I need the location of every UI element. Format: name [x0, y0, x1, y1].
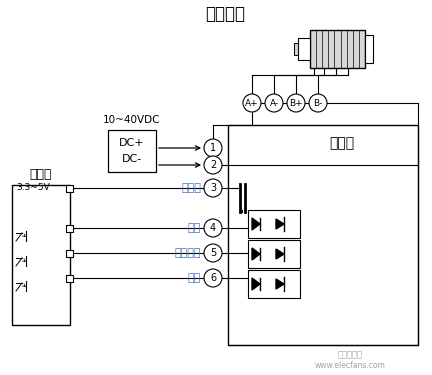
Bar [66, 184, 73, 192]
Polygon shape [276, 279, 284, 289]
Circle shape [204, 139, 222, 157]
Text: www.elecfans.com: www.elecfans.com [314, 362, 385, 370]
Circle shape [204, 156, 222, 174]
Circle shape [204, 244, 222, 262]
Text: DC+: DC+ [119, 138, 145, 148]
Bar [108, 130, 156, 172]
Text: 3: 3 [210, 183, 216, 193]
Text: B-: B- [313, 99, 323, 108]
Bar [12, 185, 70, 325]
Text: 4: 4 [210, 223, 216, 233]
Text: B+: B+ [289, 99, 303, 108]
Polygon shape [276, 219, 284, 229]
Bar [66, 249, 73, 256]
Polygon shape [252, 278, 260, 290]
Text: 方向: 方向 [188, 223, 201, 233]
Polygon shape [276, 249, 284, 259]
Text: DC-: DC- [122, 154, 142, 164]
Text: 10~40VDC: 10~40VDC [103, 115, 161, 125]
Bar [310, 30, 365, 68]
Circle shape [265, 94, 283, 112]
Text: 驱动器: 驱动器 [330, 136, 355, 150]
Bar [365, 35, 373, 63]
Circle shape [204, 219, 222, 237]
Text: 6: 6 [210, 273, 216, 283]
Bar [248, 270, 300, 298]
Text: 1: 1 [210, 143, 216, 153]
Bar [298, 38, 310, 60]
Bar [248, 240, 300, 268]
Circle shape [204, 179, 222, 197]
Bar [248, 210, 300, 238]
Bar [66, 225, 73, 231]
Bar [228, 125, 418, 345]
Text: 用户机: 用户机 [30, 168, 52, 182]
Text: 步进电机: 步进电机 [205, 5, 245, 23]
Text: 3.3~5V: 3.3~5V [16, 183, 50, 192]
Text: 5: 5 [210, 248, 216, 258]
Text: A-: A- [270, 99, 279, 108]
Polygon shape [252, 218, 260, 230]
Text: 步进脉冲: 步进脉冲 [175, 248, 201, 258]
Bar [294, 43, 298, 55]
Circle shape [243, 94, 261, 112]
Text: A+: A+ [245, 99, 259, 108]
Circle shape [204, 269, 222, 287]
Polygon shape [252, 248, 260, 260]
Bar [66, 274, 73, 282]
Text: 共阳极: 共阳极 [181, 183, 201, 193]
Circle shape [309, 94, 327, 112]
Text: 电子发烧友: 电子发烧友 [337, 351, 362, 360]
Text: 2: 2 [210, 160, 216, 170]
Circle shape [287, 94, 305, 112]
Text: 脱机: 脱机 [188, 273, 201, 283]
